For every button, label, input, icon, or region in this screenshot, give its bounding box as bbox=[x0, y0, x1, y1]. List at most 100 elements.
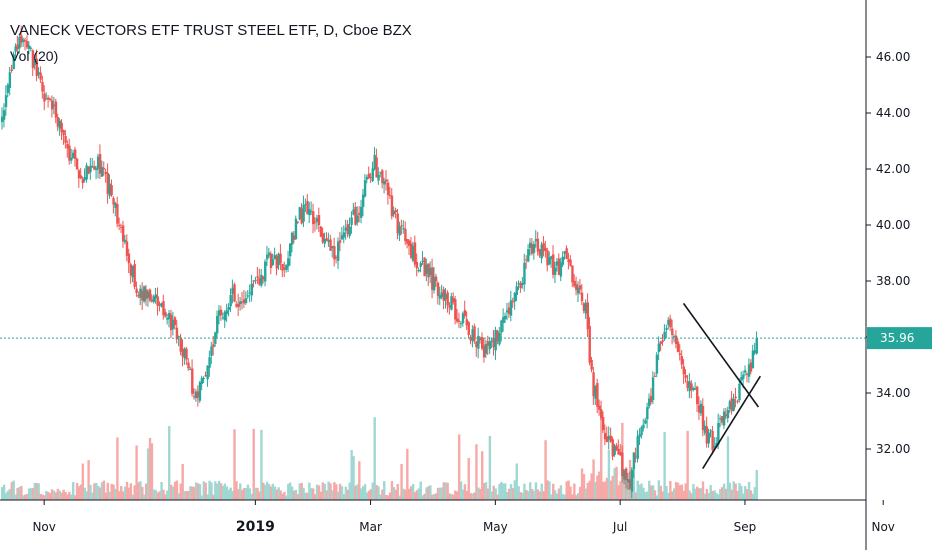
volume-bar bbox=[482, 482, 486, 500]
candle bbox=[582, 301, 586, 314]
volume-bar bbox=[571, 494, 574, 500]
volume-bar bbox=[421, 495, 424, 500]
trendline[interactable] bbox=[702, 375, 761, 470]
candle bbox=[363, 174, 367, 198]
volume-bar bbox=[225, 486, 229, 500]
candle bbox=[381, 168, 384, 189]
volume-bar bbox=[248, 488, 252, 500]
volume-bar bbox=[588, 480, 591, 500]
volume-bar bbox=[337, 491, 340, 500]
candle bbox=[444, 287, 447, 309]
candle bbox=[200, 375, 204, 391]
volume-bar bbox=[371, 482, 374, 500]
candle bbox=[120, 223, 123, 233]
candle bbox=[108, 174, 111, 199]
volume-bar bbox=[64, 491, 67, 500]
candle bbox=[239, 296, 242, 311]
x-tick-label: 2019 bbox=[236, 519, 275, 535]
volume-bar bbox=[300, 482, 303, 500]
volume-bar bbox=[10, 482, 13, 500]
candle bbox=[678, 344, 682, 361]
candle bbox=[154, 287, 157, 304]
volume-bar bbox=[419, 481, 422, 500]
volume-bar bbox=[467, 458, 470, 500]
volume-bar bbox=[642, 487, 645, 500]
candle bbox=[116, 196, 119, 228]
candle bbox=[281, 263, 284, 278]
candle bbox=[310, 201, 313, 216]
candle bbox=[95, 165, 98, 180]
volume-bar bbox=[615, 466, 618, 500]
volume-bar bbox=[411, 484, 415, 500]
candle bbox=[262, 275, 265, 284]
candle bbox=[467, 321, 470, 339]
volume-bar bbox=[75, 482, 79, 500]
candle bbox=[400, 219, 403, 235]
volume-bar bbox=[540, 483, 543, 500]
candle bbox=[244, 291, 248, 305]
trendline-drawings[interactable] bbox=[682, 302, 761, 470]
candle bbox=[436, 281, 440, 305]
volume-bar bbox=[302, 487, 305, 500]
candle bbox=[273, 247, 277, 260]
volume-bar bbox=[87, 460, 90, 500]
volume-bar bbox=[329, 483, 332, 500]
volume-bar bbox=[738, 483, 741, 500]
x-tick-label: Sep bbox=[734, 520, 757, 534]
candle bbox=[70, 148, 73, 164]
candle bbox=[335, 255, 338, 264]
candle bbox=[655, 352, 659, 378]
volume-bar bbox=[676, 482, 680, 500]
candle bbox=[515, 281, 518, 302]
volume-bar bbox=[39, 494, 42, 500]
volume-bar bbox=[732, 481, 735, 500]
volume-indicator-label[interactable]: Vol (20) bbox=[10, 48, 59, 64]
volume-bar bbox=[62, 489, 65, 500]
volume-bar bbox=[325, 490, 328, 500]
volume-bar bbox=[705, 488, 709, 500]
candle bbox=[490, 337, 493, 348]
candle bbox=[227, 303, 230, 317]
candle bbox=[555, 257, 559, 272]
x-tick-label: May bbox=[483, 520, 508, 534]
candle bbox=[615, 443, 618, 452]
volume-bar bbox=[45, 491, 48, 500]
volume-bar bbox=[680, 484, 684, 500]
volume-bar bbox=[678, 485, 682, 500]
volume-bar bbox=[91, 492, 94, 500]
time-axis[interactable]: Nov2019MarMayJulSepNov202 bbox=[32, 500, 932, 535]
volume-bar bbox=[648, 480, 651, 500]
volume-bar bbox=[749, 490, 753, 500]
candle bbox=[93, 160, 96, 171]
volume-bar bbox=[548, 481, 551, 500]
candle bbox=[471, 325, 474, 348]
volume-bar bbox=[406, 448, 409, 500]
volume-bar bbox=[651, 485, 655, 500]
volume-bar bbox=[104, 492, 108, 500]
candle bbox=[312, 203, 315, 234]
candle bbox=[724, 407, 728, 420]
volume-bar bbox=[601, 481, 605, 500]
volume-bar bbox=[481, 451, 484, 500]
volume-bar bbox=[365, 492, 369, 500]
volume-bar bbox=[265, 481, 269, 500]
candle bbox=[753, 342, 757, 356]
candle bbox=[52, 96, 56, 115]
volume-bar bbox=[8, 488, 12, 500]
volume-bar bbox=[242, 488, 246, 500]
volume-bar bbox=[457, 434, 461, 500]
candle bbox=[744, 365, 747, 376]
candle bbox=[150, 294, 154, 303]
candle bbox=[421, 251, 424, 265]
trendline[interactable] bbox=[682, 302, 760, 408]
candle bbox=[653, 372, 657, 377]
volume-bar bbox=[644, 492, 647, 500]
volume-bar bbox=[14, 494, 17, 500]
volume-bar bbox=[477, 487, 480, 500]
candle bbox=[598, 399, 601, 416]
candle bbox=[2, 103, 6, 128]
candle bbox=[661, 333, 664, 346]
candle bbox=[621, 445, 624, 483]
